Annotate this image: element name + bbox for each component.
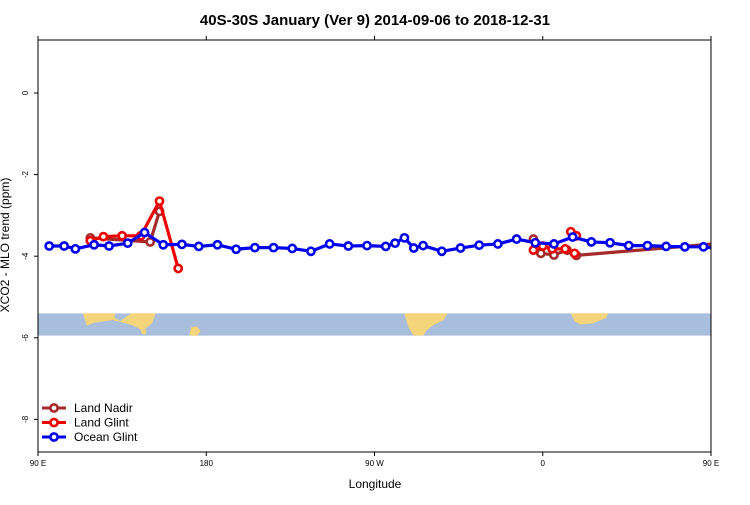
data-point-ocean-glint <box>343 241 354 251</box>
data-point-ocean-glint <box>567 232 578 242</box>
data-point-land-glint <box>98 231 109 242</box>
data-point-ocean-glint <box>268 242 279 253</box>
data-point-ocean-glint <box>158 239 169 250</box>
data-point-ocean-glint <box>586 237 597 247</box>
legend-label-ocean-glint: Ocean Glint <box>74 430 138 444</box>
data-point-ocean-glint <box>231 244 242 255</box>
data-point-ocean-glint <box>212 239 223 250</box>
data-point-ocean-glint <box>249 242 260 253</box>
data-point-ocean-glint <box>399 232 410 243</box>
data-point-ocean-glint <box>418 240 429 251</box>
data-point-ocean-glint <box>492 239 503 249</box>
legend-label-land-glint: Land Glint <box>74 416 129 430</box>
series-land-nadir <box>85 206 711 261</box>
y-axis-label: XCO2 - MLO trend (ppm) <box>0 178 12 313</box>
africa-land <box>570 313 609 325</box>
data-point-ocean-glint <box>306 246 316 257</box>
data-point-ocean-glint <box>390 238 400 249</box>
data-point-ocean-glint <box>549 239 559 249</box>
y-tick-label: -6 <box>21 334 30 342</box>
data-point-ocean-glint <box>455 243 466 253</box>
data-point-ocean-glint <box>59 241 70 251</box>
legend-marker-land-glint <box>49 417 59 428</box>
data-point-ocean-glint <box>642 240 653 251</box>
x-tick-label: 90 E <box>30 459 46 468</box>
data-point-ocean-glint <box>511 234 522 244</box>
tasmania-land <box>140 329 147 335</box>
data-point-land-glint <box>154 196 165 207</box>
data-point-ocean-glint <box>530 237 541 248</box>
data-point-ocean-glint <box>287 243 298 254</box>
data-point-ocean-glint <box>139 227 150 238</box>
new-zealand-land <box>189 326 201 336</box>
data-point-ocean-glint <box>679 241 690 252</box>
data-point-ocean-glint <box>661 241 672 252</box>
data-point-land-glint <box>117 230 128 241</box>
data-point-ocean-glint <box>623 240 634 251</box>
south-america-land <box>404 313 448 336</box>
data-point-land-glint <box>560 243 571 254</box>
y-tick-label: 0 <box>21 90 30 95</box>
data-point-ocean-glint <box>104 241 114 251</box>
data-point-ocean-glint <box>436 246 447 257</box>
data-point-ocean-glint <box>605 237 615 248</box>
data-point-ocean-glint <box>719 246 726 253</box>
y-tick-label: -2 <box>21 171 30 179</box>
series-land-glint <box>85 196 582 274</box>
legend-label-land-nadir: Land Nadir <box>74 401 133 415</box>
data-point-ocean-glint <box>698 241 709 252</box>
x-tick-label: 180 <box>200 459 214 468</box>
axes: 90 E 180 90 W 0 90 E 0 -2 -4 -6 -8 <box>21 36 719 468</box>
map-strip <box>38 313 711 336</box>
data-point-ocean-glint <box>362 240 372 251</box>
legend-marker-land-nadir <box>49 403 59 413</box>
data-point-ocean-glint <box>89 239 99 250</box>
data-point-ocean-glint <box>380 241 391 252</box>
data-point-ocean-glint <box>193 241 204 252</box>
data-point-ocean-glint <box>177 239 187 250</box>
data-point-land-glint <box>173 263 184 274</box>
chart-title: 40S-30S January (Ver 9) 2014-09-06 to 20… <box>200 12 550 29</box>
data-point-land-nadir <box>145 237 156 247</box>
data-point-ocean-glint <box>324 239 335 249</box>
series-layer <box>44 196 744 274</box>
australia-land <box>82 313 156 331</box>
x-tick-label: 90 E <box>703 459 719 468</box>
series-ocean-glint <box>44 227 744 257</box>
legend-marker-ocean-glint <box>49 432 59 442</box>
data-point-ocean-glint <box>408 243 419 253</box>
data-point-ocean-glint <box>737 241 744 248</box>
x-tick-label: 0 <box>541 459 546 468</box>
y-tick-label: -8 <box>21 415 30 423</box>
data-point-ocean-glint <box>44 241 55 251</box>
data-point-ocean-glint <box>122 238 133 249</box>
y-tick-label: -4 <box>21 252 30 260</box>
x-axis-label: Longitude <box>349 477 402 491</box>
ocean-band <box>38 313 711 336</box>
data-point-land-glint <box>569 248 580 259</box>
data-point-ocean-glint <box>474 240 485 251</box>
x-tick-label: 90 W <box>365 459 384 468</box>
data-point-ocean-glint <box>70 243 81 254</box>
